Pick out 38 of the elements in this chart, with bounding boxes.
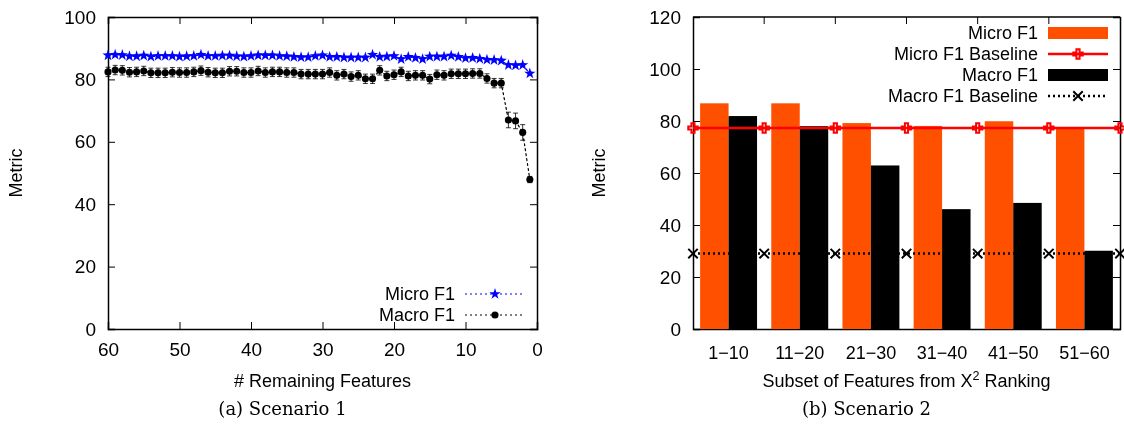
y-axis-title: Metric xyxy=(589,148,609,198)
x-axis-title: Subset of Features from X$^{2}$ Ranking xyxy=(762,369,1051,391)
legend-label: Micro F1 xyxy=(967,23,1038,44)
text: (b) Scenario 2 xyxy=(801,398,932,419)
x-tick-label: 11−20 xyxy=(775,343,825,363)
legend-label: Micro F1 Baseline xyxy=(893,44,1038,65)
x-tick-label: 0 xyxy=(532,339,543,361)
x-tick-label: 10 xyxy=(455,339,477,361)
x-tick-label: 1−10 xyxy=(708,343,749,363)
x-tick-label: 51−60 xyxy=(1059,343,1110,363)
x-tick-label: 40 xyxy=(240,339,263,361)
text: (a) Scenario 1 xyxy=(218,398,347,419)
legend-label: Macro F1 xyxy=(961,65,1038,86)
y-axis-title: Metric xyxy=(6,148,26,198)
legend-label: Micro F1 xyxy=(384,284,455,305)
x-axis-title: # Remaining Features xyxy=(233,371,412,391)
x-tick-label: 31−40 xyxy=(916,343,968,363)
y-tick-label: 100 xyxy=(649,58,681,80)
y-tick-label: 120 xyxy=(649,6,681,28)
y-tick-label: 0 xyxy=(85,318,96,340)
y-tick-label: 20 xyxy=(659,266,681,288)
x-tick-label: 50 xyxy=(169,339,191,361)
legend-label: Macro F1 xyxy=(378,305,455,326)
y-tick-label: 60 xyxy=(659,162,681,184)
y-tick-label: 100 xyxy=(64,6,96,28)
y-tick-label: 80 xyxy=(74,68,96,90)
y-tick-label: 40 xyxy=(659,214,681,236)
y-tick-label: 80 xyxy=(659,110,681,132)
y-tick-label: 20 xyxy=(74,256,96,278)
x-tick-label: 30 xyxy=(312,339,334,361)
y-tick-label: 0 xyxy=(670,318,681,340)
x-tick-label: 20 xyxy=(383,339,406,361)
legend-label: Macro F1 Baseline xyxy=(887,86,1038,107)
y-tick-label: 60 xyxy=(74,131,96,153)
x-tick-label: 60 xyxy=(97,339,120,361)
x-tick-label: 41−50 xyxy=(987,343,1039,363)
x-tick-label: 21−30 xyxy=(845,343,897,363)
y-tick-label: 40 xyxy=(74,193,96,215)
